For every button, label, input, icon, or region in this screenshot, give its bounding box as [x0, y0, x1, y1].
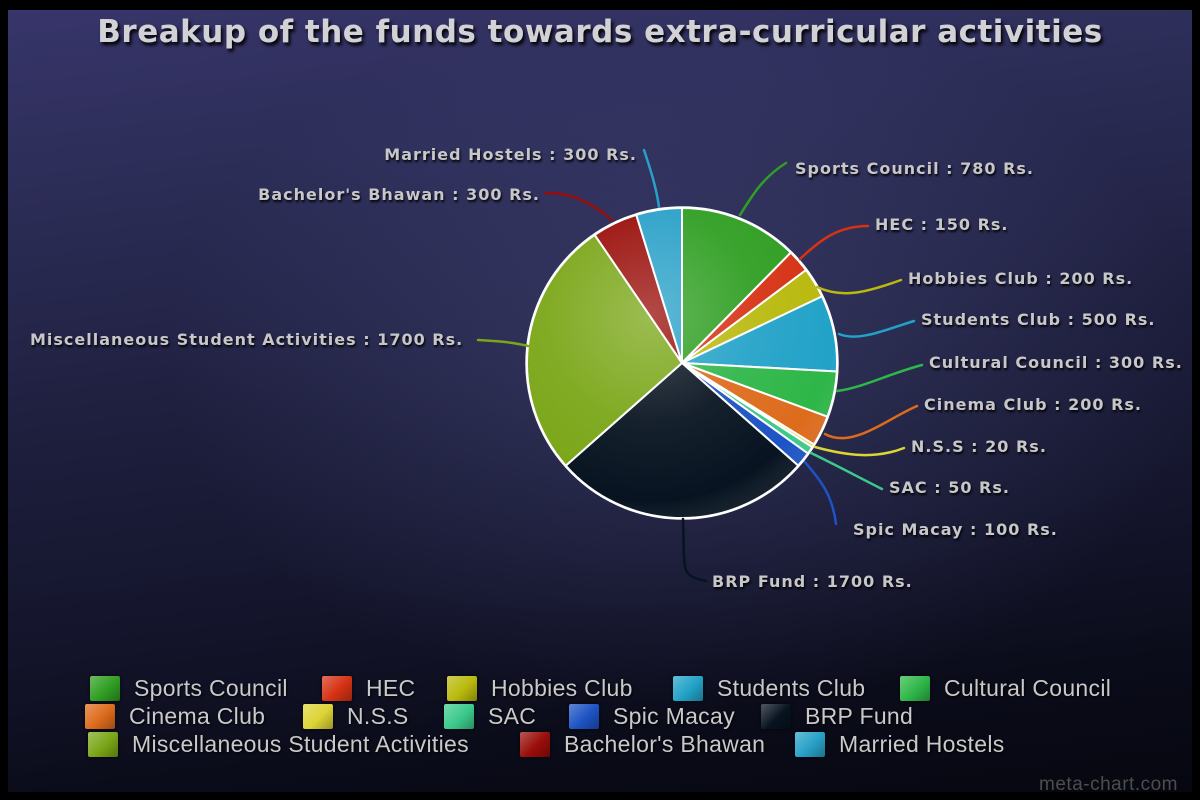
legend-label-sports-council: Sports Council	[134, 674, 288, 701]
legend-label-hec: HEC	[366, 674, 416, 701]
slice-label-cultural-council: Cultural Council : 300 Rs.	[929, 353, 1183, 372]
legend-item-married-hostels: Married Hostels	[795, 731, 1005, 757]
legend-item-bachelors-bhawan: Bachelor's Bhawan	[520, 731, 765, 757]
legend-label-cinema-club: Cinema Club	[129, 702, 266, 729]
watermark: meta-chart.com	[1039, 774, 1178, 795]
legend-label-hobbies-club: Hobbies Club	[491, 674, 633, 701]
legend-label-cultural-council: Cultural Council	[944, 674, 1112, 701]
legend-swatch-miscellaneous	[88, 731, 118, 757]
legend-item-cultural-council: Cultural Council	[900, 675, 1111, 701]
slice-label-married-hostels: Married Hostels : 300 Rs.	[384, 145, 637, 164]
legend-item-cinema-club: Cinema Club	[85, 703, 265, 729]
legend-swatch-nss	[303, 703, 333, 729]
legend-swatch-sports-council	[90, 675, 120, 701]
legend-swatch-cultural-council	[900, 675, 930, 701]
legend-label-spic-macay: Spic Macay	[613, 702, 735, 729]
legend-label-bachelors-bhawan: Bachelor's Bhawan	[564, 730, 766, 757]
legend-swatch-students-club	[673, 675, 703, 701]
slice-label-sports-council: Sports Council : 780 Rs.	[795, 159, 1034, 178]
slice-label-bachelors-bhawan: Bachelor's Bhawan : 300 Rs.	[258, 185, 540, 204]
legend-label-students-club: Students Club	[717, 674, 866, 701]
legend-item-students-club: Students Club	[673, 675, 865, 701]
slice-label-cinema-club: Cinema Club : 200 Rs.	[924, 395, 1143, 414]
slice-label-nss: N.S.S : 20 Rs.	[911, 437, 1047, 456]
legend-item-sports-council: Sports Council	[90, 675, 288, 701]
slice-label-hobbies-club: Hobbies Club : 200 Rs.	[908, 269, 1134, 288]
legend-item-sac: SAC	[444, 703, 536, 729]
legend-item-brp-fund: BRP Fund	[761, 703, 913, 729]
slice-label-brp-fund: BRP Fund : 1700 Rs.	[712, 572, 913, 591]
legend-swatch-hobbies-club	[447, 675, 477, 701]
slice-label-miscellaneous: Miscellaneous Student Activities : 1700 …	[30, 330, 464, 349]
slice-label-spic-macay: Spic Macay : 100 Rs.	[853, 520, 1058, 539]
legend-swatch-bachelors-bhawan	[520, 731, 550, 757]
legend-label-nss: N.S.S	[347, 702, 409, 729]
legend-swatch-brp-fund	[761, 703, 791, 729]
legend-swatch-cinema-club	[85, 703, 115, 729]
legend-swatch-married-hostels	[795, 731, 825, 757]
slice-label-hec: HEC : 150 Rs.	[875, 215, 1009, 234]
legend-swatch-hec	[322, 675, 352, 701]
legend-label-sac: SAC	[488, 702, 537, 729]
legend-swatch-sac	[444, 703, 474, 729]
legend-item-hobbies-club: Hobbies Club	[447, 675, 633, 701]
legend-swatch-spic-macay	[569, 703, 599, 729]
slice-label-sac: SAC : 50 Rs.	[889, 478, 1010, 497]
legend-item-hec: HEC	[322, 675, 415, 701]
chart-title: Breakup of the funds towards extra-curri…	[97, 14, 1103, 50]
slice-label-students-club: Students Club : 500 Rs.	[921, 310, 1156, 329]
legend-item-miscellaneous: Miscellaneous Student Activities	[88, 731, 469, 757]
legend-label-miscellaneous: Miscellaneous Student Activities	[132, 730, 469, 757]
legend-label-brp-fund: BRP Fund	[805, 702, 914, 729]
legend-item-nss: N.S.S	[303, 703, 409, 729]
legend-label-married-hostels: Married Hostels	[839, 730, 1005, 757]
legend-item-spic-macay: Spic Macay	[569, 703, 735, 729]
